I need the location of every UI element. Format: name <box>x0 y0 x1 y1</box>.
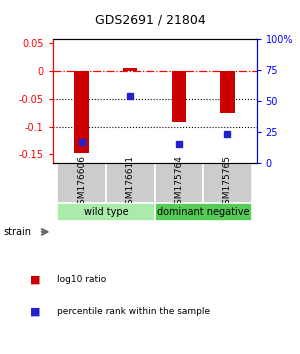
Text: GSM176606: GSM176606 <box>77 155 86 210</box>
Bar <box>154 203 252 221</box>
Bar <box>74 71 89 153</box>
Bar <box>154 163 203 203</box>
Bar <box>106 163 154 203</box>
Text: strain: strain <box>3 227 31 237</box>
Bar <box>220 71 235 113</box>
Text: GSM175764: GSM175764 <box>174 155 183 210</box>
Bar <box>57 203 154 221</box>
Text: dominant negative: dominant negative <box>157 207 249 217</box>
Text: log10 ratio: log10 ratio <box>57 275 106 284</box>
Bar <box>203 163 252 203</box>
Text: GDS2691 / 21804: GDS2691 / 21804 <box>94 13 206 27</box>
Text: GSM176611: GSM176611 <box>126 155 135 210</box>
Text: wild type: wild type <box>84 207 128 217</box>
Text: ■: ■ <box>30 307 40 316</box>
Bar <box>57 163 106 203</box>
Text: GSM175765: GSM175765 <box>223 155 232 210</box>
Text: percentile rank within the sample: percentile rank within the sample <box>57 307 210 316</box>
Bar <box>172 71 186 122</box>
Text: ■: ■ <box>30 275 40 285</box>
Bar <box>123 68 137 71</box>
